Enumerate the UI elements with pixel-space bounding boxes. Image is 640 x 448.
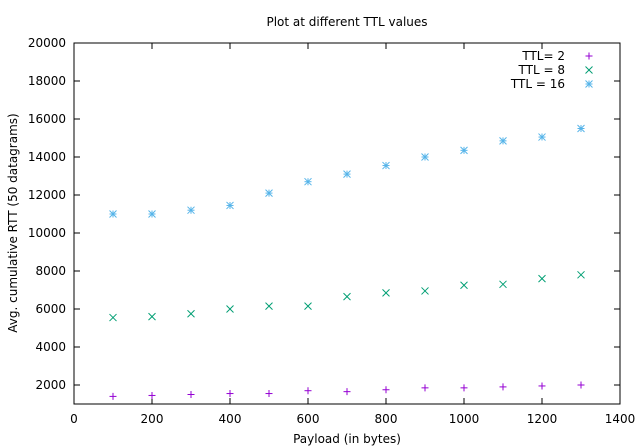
x-tick-label: 800 xyxy=(375,412,398,426)
series-3 xyxy=(109,124,585,218)
x-axis-label: Payload (in bytes) xyxy=(293,432,401,446)
x-tick-label: 1400 xyxy=(605,412,636,426)
series-2 xyxy=(109,270,585,322)
data-marks xyxy=(109,124,585,400)
data-point xyxy=(577,270,585,279)
chart-title: Plot at different TTL values xyxy=(266,15,427,29)
data-point xyxy=(226,390,234,398)
x-tick-label: 1200 xyxy=(527,412,558,426)
data-point xyxy=(421,153,429,161)
x-tick-label: 1000 xyxy=(449,412,480,426)
legend-item: TTL = 16 xyxy=(510,77,593,91)
y-tick-label: 2000 xyxy=(35,378,66,392)
y-tick-label: 12000 xyxy=(28,188,66,202)
y-tick-label: 10000 xyxy=(28,226,66,240)
y-tick-label: 6000 xyxy=(35,302,66,316)
data-point xyxy=(226,305,234,313)
data-point xyxy=(343,170,351,178)
data-point xyxy=(499,136,507,145)
data-point xyxy=(460,146,468,155)
data-point xyxy=(499,280,507,289)
series-1 xyxy=(109,381,585,400)
data-point xyxy=(421,384,429,392)
y-tick-label: 4000 xyxy=(35,340,66,354)
legend-item: TTL= 2 xyxy=(521,49,593,63)
legend-marker xyxy=(585,52,593,60)
legend-label: TTL= 2 xyxy=(521,49,565,63)
data-point xyxy=(577,381,585,389)
data-point xyxy=(187,206,195,215)
data-point xyxy=(577,124,585,133)
data-point xyxy=(109,313,117,322)
y-tick-label: 8000 xyxy=(35,264,66,278)
data-point xyxy=(382,386,390,394)
plot-area-border xyxy=(73,42,621,405)
y-axis-label: Avg. cumulative RTT (50 datagrams) xyxy=(6,113,20,332)
data-point xyxy=(499,383,507,391)
data-point xyxy=(187,309,195,318)
data-point xyxy=(304,302,312,311)
x-tick-label: 0 xyxy=(70,412,78,426)
data-point xyxy=(109,210,117,218)
data-point xyxy=(148,391,156,399)
y-tick-label: 20000 xyxy=(28,36,66,50)
legend-label: TTL = 16 xyxy=(510,77,565,91)
data-point xyxy=(187,391,195,398)
data-point xyxy=(382,161,390,170)
legend-label: TTL = 8 xyxy=(518,63,565,77)
y-tick-label: 14000 xyxy=(28,150,66,164)
x-tick-label: 600 xyxy=(297,412,320,426)
axes: 0 200 400 600 800 1000 1200 1400 2000 4000 6000 800… xyxy=(28,36,635,426)
x-tick-label: 200 xyxy=(141,412,164,426)
legend-marker xyxy=(585,80,593,88)
data-point xyxy=(538,382,546,390)
legend-marker xyxy=(585,66,593,74)
y-tick-label: 18000 xyxy=(28,74,66,88)
data-point xyxy=(343,292,351,301)
data-point xyxy=(538,274,546,283)
data-point xyxy=(460,281,468,290)
x-tick-label: 400 xyxy=(219,412,242,426)
data-point xyxy=(304,387,312,395)
data-point xyxy=(460,384,468,392)
data-point xyxy=(109,392,117,400)
data-point xyxy=(148,312,156,321)
data-point xyxy=(265,189,273,197)
data-point xyxy=(265,302,273,311)
y-tick-label: 16000 xyxy=(28,112,66,126)
data-point xyxy=(226,201,234,210)
data-point xyxy=(148,210,156,218)
legend-item: TTL = 8 xyxy=(518,63,593,77)
data-point xyxy=(421,287,429,295)
data-point xyxy=(304,177,312,186)
data-point xyxy=(265,390,273,398)
data-point xyxy=(538,133,546,141)
data-point xyxy=(382,288,390,297)
data-point xyxy=(343,388,351,396)
